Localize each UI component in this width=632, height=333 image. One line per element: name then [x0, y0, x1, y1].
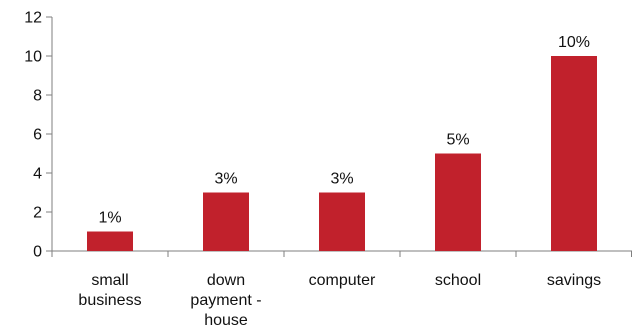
category-label: savings [547, 272, 601, 289]
bar [319, 192, 365, 251]
bar [203, 192, 249, 251]
bars [87, 56, 597, 251]
y-axis: 0 2 4 6 8 10 12 [24, 10, 53, 261]
data-label: 1% [98, 210, 121, 227]
y-tick-label: 10 [24, 49, 42, 66]
data-label: 5% [446, 132, 469, 149]
y-tick-label: 2 [33, 205, 42, 222]
category-label: small business [78, 272, 141, 309]
bar [435, 153, 481, 251]
category-label-line: down [207, 272, 245, 289]
y-tick-label: 4 [33, 166, 42, 183]
y-tick-label: 0 [33, 244, 42, 261]
data-label: 3% [330, 171, 353, 188]
bar [87, 231, 133, 251]
y-tick-label: 6 [33, 127, 42, 144]
x-axis [51, 250, 632, 257]
category-label-line: house [204, 312, 248, 329]
category-label: computer [309, 272, 376, 289]
category-label: school [435, 272, 481, 289]
data-label: 10% [558, 34, 590, 51]
category-label-line: computer [309, 272, 376, 289]
y-tick-label: 12 [24, 10, 42, 27]
category-label-line: school [435, 272, 481, 289]
y-tick-label: 8 [33, 88, 42, 105]
category-label-line: savings [547, 272, 601, 289]
category-labels: small business down payment - house computer s… [78, 272, 601, 329]
data-label: 3% [214, 171, 237, 188]
category-label-line: small [91, 272, 128, 289]
category-label: down payment - house [190, 272, 261, 329]
data-labels: 1% 3% 3% 5% 10% [98, 34, 590, 227]
bar [551, 56, 597, 251]
category-label-line: business [78, 292, 141, 309]
category-label-line: payment - [190, 292, 261, 309]
